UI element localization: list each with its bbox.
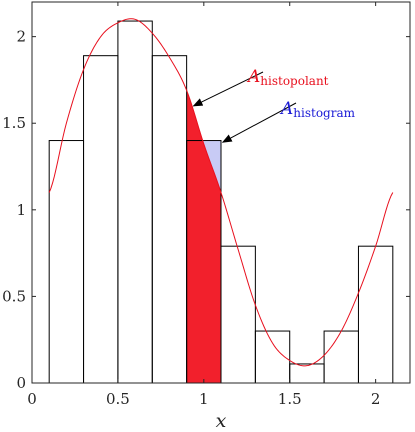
histogram-bar: [323, 330, 359, 384]
histogram-bar: [83, 55, 119, 384]
histogram-bar: [151, 55, 188, 384]
histogram-bar: [117, 20, 153, 384]
histogram-bars: [48, 20, 394, 384]
histogram-bar: [357, 245, 394, 384]
histogram-bar: [220, 245, 256, 384]
axes-box: [31, 1, 411, 384]
axis-ticks: 0 0.5 1 1.5 2 0 0.5 1 1.5 2: [2, 2, 410, 408]
x-tick-label: 1.5: [278, 390, 302, 408]
x-tick-label: 2: [371, 390, 381, 408]
histopolant-area-fill: [186, 90, 221, 383]
y-tick-label: 2: [16, 28, 26, 46]
x-tick-label: 1: [199, 390, 209, 408]
annotation-symbol: A: [279, 99, 293, 119]
annotation-label: Ahistopolant: [246, 67, 329, 88]
histogram-bar: [289, 363, 325, 384]
x-tick-label: 0.5: [106, 390, 130, 408]
annotation-symbol: A: [246, 67, 260, 87]
x-tick-label: 0: [27, 390, 37, 408]
histopolant-curve: [48, 18, 394, 367]
histopolant-curve-layer: [48, 18, 394, 367]
annotation-subscript: histopolant: [260, 74, 328, 88]
y-tick-label: 1: [16, 201, 26, 219]
x-axis-label: x: [216, 410, 227, 432]
y-tick-label: 0: [16, 374, 26, 392]
highlight-area-layer: [186, 90, 221, 383]
y-tick-label: 1.5: [2, 114, 26, 132]
annotation-arrow: [221, 102, 297, 143]
annotation-arrow: [192, 71, 264, 107]
annotation-label: Ahistogram: [279, 99, 356, 120]
annotation-subscript: histogram: [293, 106, 355, 120]
y-tick-label: 0.5: [2, 287, 26, 305]
